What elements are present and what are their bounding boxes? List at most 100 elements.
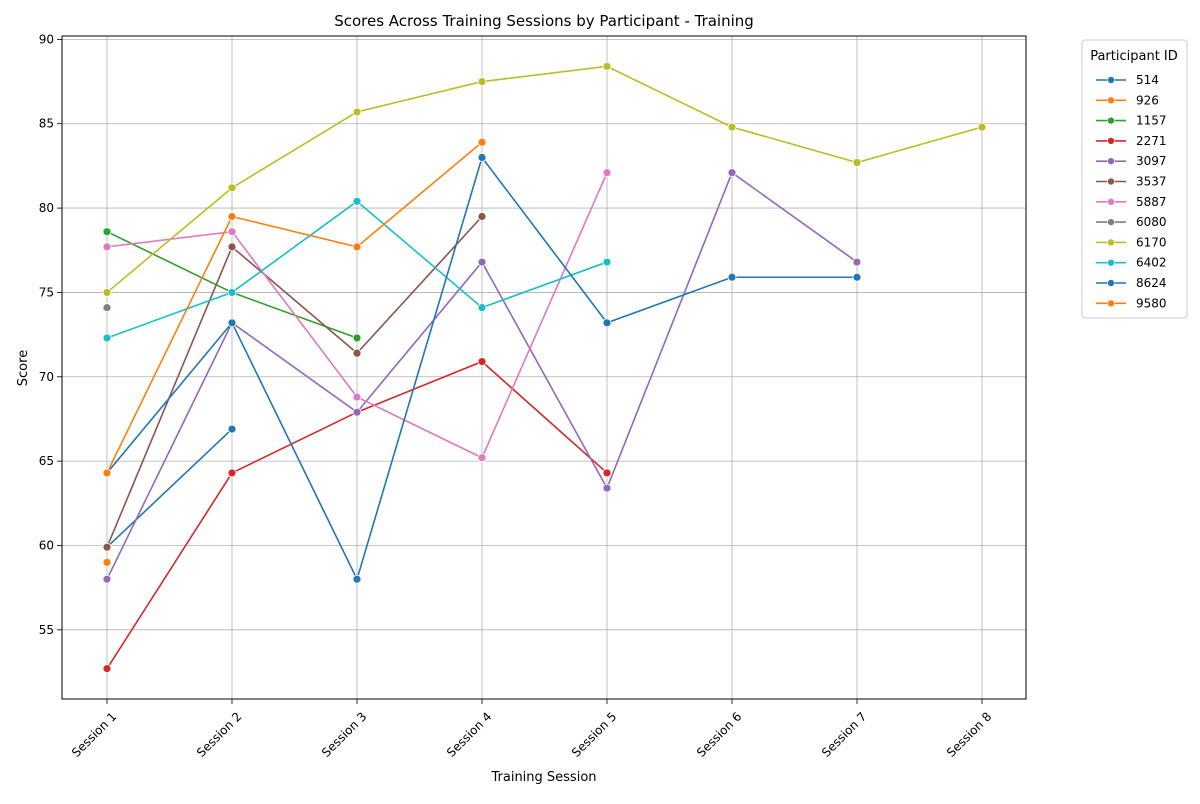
legend-marker	[1107, 137, 1115, 145]
legend-marker	[1107, 258, 1115, 267]
data-point	[227, 468, 237, 478]
legend-item: 1157	[1096, 114, 1167, 128]
legend-item: 6080	[1096, 215, 1167, 229]
data-point	[352, 107, 362, 117]
data-point	[227, 288, 237, 297]
legend-item: 514	[1096, 73, 1159, 87]
legend-title: Participant ID	[1090, 49, 1178, 64]
legend: Participant ID 514 926 1157 2271 3097 3537 588…	[1081, 39, 1188, 319]
y-axis-label: Score	[16, 350, 31, 386]
legend-item: 9580	[1096, 296, 1167, 310]
legend-marker	[1107, 177, 1115, 186]
series-6402	[102, 196, 612, 343]
series-514	[102, 424, 237, 552]
data-point	[352, 196, 362, 206]
data-point	[727, 122, 737, 132]
data-point	[352, 407, 362, 417]
data-point	[602, 168, 612, 178]
data-point	[852, 158, 862, 167]
x-tick-label: Session 2	[194, 709, 244, 759]
y-tick-label: 70	[39, 370, 54, 384]
legend-item: 8624	[1096, 276, 1167, 290]
y-tick-label: 60	[39, 538, 54, 552]
legend-frame	[1081, 39, 1188, 319]
legend-label: 3097	[1136, 154, 1167, 168]
data-point	[227, 242, 237, 252]
legend-label: 6402	[1136, 256, 1167, 270]
data-point	[602, 61, 612, 71]
data-point	[477, 77, 487, 86]
x-tick-label: Session 1	[69, 709, 119, 759]
data-point	[352, 348, 362, 358]
y-axis: 55 60 65 70 75 80 85 90	[39, 32, 62, 637]
data-point	[602, 318, 612, 328]
grid	[62, 36, 1026, 699]
series-lines	[102, 61, 987, 674]
data-point	[352, 392, 362, 402]
y-tick-label: 55	[39, 623, 54, 637]
legend-label: 514	[1136, 73, 1159, 87]
y-tick-label: 65	[39, 454, 54, 468]
data-point	[352, 574, 362, 584]
series-line	[106, 215, 483, 548]
data-point	[102, 664, 112, 674]
series-6080	[102, 303, 112, 313]
data-point	[477, 137, 487, 147]
series-9580	[102, 137, 487, 478]
data-point	[102, 242, 112, 252]
plot-area	[61, 35, 1027, 700]
data-point	[352, 333, 362, 343]
legend-marker	[1107, 116, 1115, 125]
series-926	[102, 557, 112, 567]
data-point	[727, 272, 737, 282]
legend-marker	[1107, 238, 1115, 247]
data-point	[477, 212, 487, 221]
x-tick-label: Session 7	[819, 709, 869, 759]
data-point	[102, 557, 112, 567]
chart-title: Scores Across Training Sessions by Parti…	[334, 12, 754, 30]
legend-marker	[1107, 157, 1115, 165]
data-point	[227, 318, 237, 328]
x-tick-label: Session 8	[944, 709, 994, 759]
data-point	[227, 227, 237, 237]
legend-item: 6402	[1096, 256, 1167, 270]
x-axis-label: Training Session	[490, 770, 596, 785]
data-point	[477, 153, 487, 162]
x-tick-label: Session 6	[694, 709, 744, 759]
y-tick-label: 80	[39, 201, 54, 215]
legend-label: 1157	[1136, 114, 1167, 128]
data-point	[477, 257, 487, 267]
legend-label: 9580	[1136, 296, 1167, 310]
data-point	[852, 257, 862, 267]
legend-label: 6170	[1136, 235, 1167, 249]
data-point	[977, 122, 987, 132]
data-point	[227, 424, 237, 434]
legend-item: 926	[1096, 93, 1159, 107]
series-5887	[102, 168, 612, 463]
x-tick-label: Session 3	[319, 709, 369, 759]
data-point	[102, 303, 112, 313]
data-point	[352, 242, 362, 252]
legend-item: 5887	[1096, 195, 1167, 209]
legend-label: 2271	[1136, 134, 1167, 148]
legend-item: 2271	[1096, 134, 1167, 148]
data-point	[727, 168, 737, 178]
x-tick-label: Session 4	[444, 709, 494, 759]
data-point	[227, 212, 237, 221]
data-point	[602, 257, 612, 267]
legend-marker	[1107, 218, 1115, 226]
data-point	[227, 183, 237, 193]
data-point	[102, 468, 112, 478]
legend-label: 3537	[1136, 175, 1167, 189]
y-tick-label: 90	[39, 32, 54, 46]
series-line	[106, 428, 233, 548]
data-point	[477, 453, 487, 463]
legend-label: 5887	[1136, 195, 1167, 209]
legend-marker	[1107, 299, 1115, 308]
legend-item: 3097	[1096, 154, 1167, 168]
data-point	[102, 542, 112, 552]
legend-item: 3537	[1096, 175, 1167, 189]
series-line	[106, 65, 983, 294]
